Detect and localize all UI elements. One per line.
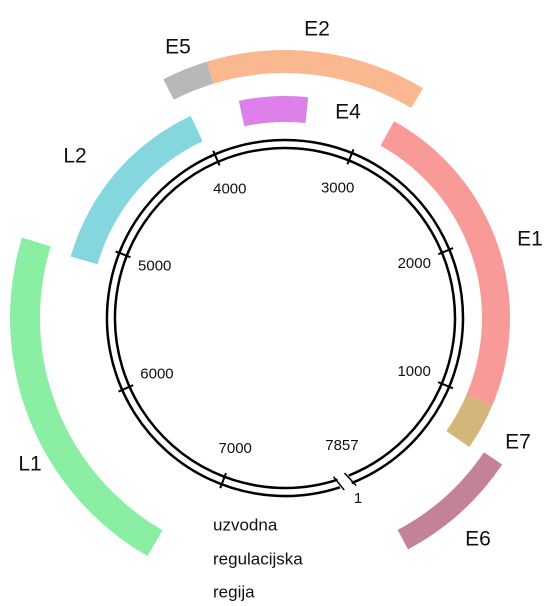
tick-mark <box>219 472 227 489</box>
ring-break <box>343 472 357 487</box>
tick-mark <box>437 247 454 256</box>
segment-arc <box>163 61 214 100</box>
segment-label: E7 <box>505 431 531 454</box>
genome-ring <box>113 146 457 490</box>
tick-label: 3000 <box>321 179 354 196</box>
segment-arc <box>380 121 510 406</box>
segment-label: E1 <box>517 228 543 251</box>
tick-label: 4000 <box>213 180 246 197</box>
tick-mark <box>437 381 454 390</box>
region-label: regulacijska <box>213 549 303 568</box>
region-label: regija <box>213 582 255 601</box>
segment-label: E4 <box>335 101 361 124</box>
tick-label: 7000 <box>219 440 252 457</box>
segment-label: L2 <box>63 145 86 168</box>
segment-arc <box>397 452 503 550</box>
tick-mark <box>115 250 131 259</box>
segment-arc <box>238 96 309 127</box>
tick-label: 1000 <box>397 363 430 380</box>
segment-label: E2 <box>304 18 330 41</box>
segment-arc <box>446 394 493 448</box>
genome-ring <box>105 138 465 498</box>
ring-break <box>332 476 345 491</box>
segment-arc <box>70 115 203 265</box>
segment-arc <box>10 237 163 557</box>
tick-label: 7857 <box>325 437 358 454</box>
tick-mark <box>346 148 355 165</box>
segment-arc <box>206 50 424 108</box>
segment-label: E5 <box>165 36 191 59</box>
tick-mark <box>118 384 134 393</box>
tick-label: 1 <box>354 490 362 507</box>
segment-label: E6 <box>465 528 491 551</box>
tick-label: 6000 <box>140 366 173 383</box>
tick-label: 5000 <box>138 258 171 275</box>
segment-label: L1 <box>18 453 41 476</box>
tick-mark <box>212 150 221 166</box>
region-label: uzvodna <box>213 515 278 534</box>
tick-label: 2000 <box>398 255 431 272</box>
